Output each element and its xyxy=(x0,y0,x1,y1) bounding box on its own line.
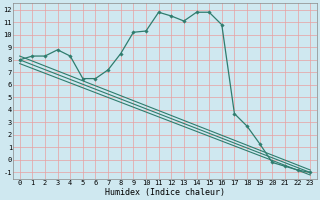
X-axis label: Humidex (Indice chaleur): Humidex (Indice chaleur) xyxy=(105,188,225,197)
